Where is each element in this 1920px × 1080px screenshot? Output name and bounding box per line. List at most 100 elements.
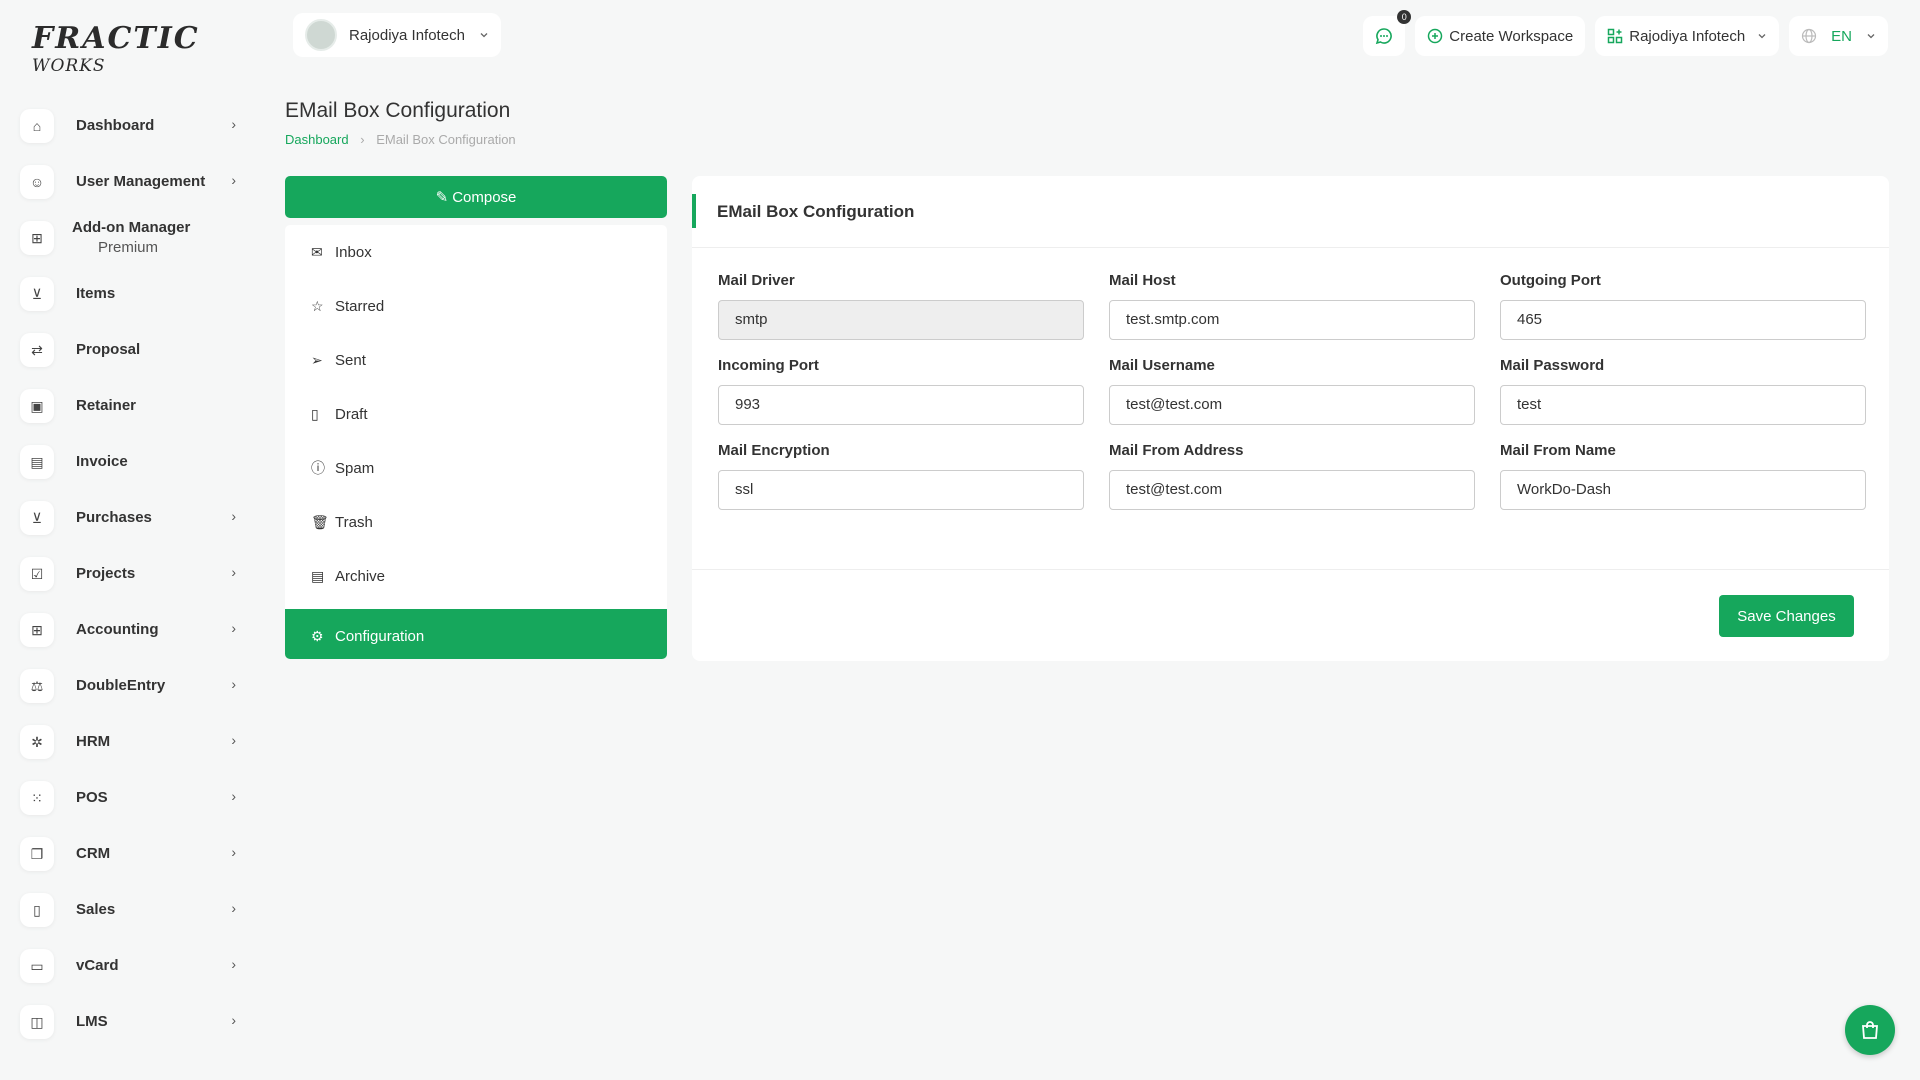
user-menu[interactable]: Rajodiya Infotech	[1595, 16, 1780, 56]
sidebar-item-sales[interactable]: ▯ Sales ›	[20, 882, 240, 938]
sidebar-item-hrm[interactable]: ✲ HRM ›	[20, 714, 240, 770]
folder-label: Inbox	[335, 243, 372, 261]
folder-starred[interactable]: ☆ Starred	[285, 279, 667, 333]
cart-icon: ⊻	[20, 277, 54, 311]
sidebar-item-invoice[interactable]: ▤ Invoice	[20, 434, 240, 490]
page-title: EMail Box Configuration	[285, 99, 511, 122]
folder-archive[interactable]: ▤ Archive	[285, 549, 667, 603]
sidebar-item-crm[interactable]: ❐ CRM ›	[20, 826, 240, 882]
folder-label: Trash	[335, 513, 373, 531]
breadcrumb: Dashboard › EMail Box Configuration	[285, 132, 516, 147]
mail-driver-input[interactable]: smtp	[718, 300, 1084, 340]
mail-from-address-input[interactable]: test@test.com	[1109, 470, 1475, 510]
sidebar-item-lms[interactable]: ◫ LMS ›	[20, 994, 240, 1050]
file-icon: ▯	[311, 405, 319, 422]
star-icon: ☆	[311, 297, 324, 314]
chevron-right-icon: ›	[231, 172, 236, 188]
folder-inbox[interactable]: ✉ Inbox	[285, 225, 667, 279]
sidebar-item-projects[interactable]: ☑ Projects ›	[20, 546, 240, 602]
mail-username-input[interactable]: test@test.com	[1109, 385, 1475, 425]
sidebar-item-label: Projects	[76, 565, 136, 582]
home-icon: ⌂	[20, 109, 54, 143]
mail-from-name-label: Mail From Name	[1500, 442, 1616, 459]
mail-encryption-group: Mail Encryption ssl	[718, 442, 1084, 510]
outgoing-port-group: Outgoing Port 465	[1500, 272, 1866, 340]
sidebar-item-vcard[interactable]: ▭ vCard ›	[20, 938, 240, 994]
mail-password-label: Mail Password	[1500, 357, 1605, 374]
config-card: EMail Box Configuration Mail Driver smtp M…	[692, 176, 1889, 661]
folder-spam[interactable]: ⓘ Spam	[285, 441, 667, 495]
chevron-right-icon: ›	[231, 956, 236, 972]
workspace-name: Rajodiya Infotech	[349, 26, 465, 44]
trash-icon: 🗑	[311, 513, 329, 530]
folder-label: Spam	[335, 459, 375, 477]
sidebar-item-dashboard[interactable]: ⌂ Dashboard ›	[20, 98, 240, 154]
incoming-port-label: Incoming Port	[718, 357, 819, 374]
mail-from-name-group: Mail From Name WorkDo-Dash	[1500, 442, 1866, 510]
chevron-down-icon	[1866, 31, 1876, 41]
breadcrumb-separator: ›	[360, 132, 365, 147]
breadcrumb-dashboard[interactable]: Dashboard	[285, 132, 349, 147]
language-selector[interactable]: EN	[1789, 16, 1888, 56]
crm-icon: ❐	[20, 837, 54, 871]
create-workspace-label: Create Workspace	[1449, 27, 1574, 45]
logo[interactable]: FRACTIC WORKS	[32, 22, 198, 78]
sidebar-item-label: POS	[76, 789, 108, 806]
save-changes-button[interactable]: Save Changes	[1719, 595, 1854, 637]
folder-trash[interactable]: 🗑 Trash	[285, 495, 667, 549]
sidebar-item-pos[interactable]: ⁙ POS ›	[20, 770, 240, 826]
chat-button[interactable]: 0	[1363, 10, 1412, 56]
sidebar-item-user-management[interactable]: ☺ User Management ›	[20, 154, 240, 210]
mail-host-input[interactable]: test.smtp.com	[1109, 300, 1475, 340]
outgoing-port-input[interactable]: 465	[1500, 300, 1866, 340]
sidebar-item-items[interactable]: ⊻ Items	[20, 266, 240, 322]
folder-label: Starred	[335, 297, 385, 315]
chevron-right-icon: ›	[231, 788, 236, 804]
mail-encryption-input[interactable]: ssl	[718, 470, 1084, 510]
folder-label: Sent	[335, 351, 366, 369]
sidebar-item-label: Purchases	[76, 509, 152, 526]
sidebar: ⌂ Dashboard › ☺ User Management › ⊞ Add-on Mana…	[20, 98, 240, 1050]
sidebar-item-text: Add-on Manager Premium	[72, 218, 190, 258]
chevron-right-icon: ›	[231, 508, 236, 524]
folder-configuration[interactable]: ⚙ Configuration	[285, 609, 667, 659]
dots-grid-icon: ⁙	[20, 781, 54, 815]
scale-icon: ⚖	[20, 669, 54, 703]
compose-button[interactable]: ✎ Compose	[285, 176, 667, 218]
card-title: EMail Box Configuration	[692, 176, 1889, 248]
retainer-icon: ▣	[20, 389, 54, 423]
sidebar-item-proposal[interactable]: ⇄ Proposal	[20, 322, 240, 378]
chevron-right-icon: ›	[231, 900, 236, 916]
breadcrumb-current: EMail Box Configuration	[376, 132, 516, 147]
mail-driver-group: Mail Driver smtp	[718, 272, 1084, 340]
avatar	[305, 19, 337, 51]
sidebar-item-label: Retainer	[76, 397, 137, 414]
incoming-port-input[interactable]: 993	[718, 385, 1084, 425]
create-workspace-button[interactable]: Create Workspace	[1415, 16, 1586, 56]
sidebar-item-purchases[interactable]: ⊻ Purchases ›	[20, 490, 240, 546]
cart-button[interactable]	[1845, 1005, 1895, 1055]
card-icon: ▭	[20, 949, 54, 983]
sidebar-item-label: DoubleEntry	[76, 677, 166, 694]
sidebar-item-retainer[interactable]: ▣ Retainer	[20, 378, 240, 434]
mail-folder-list: ✉ Inbox ☆ Starred ➢ Sent ▯ Draft ⓘ Spam 🗑 Trash ▤ Arc…	[285, 225, 667, 659]
sidebar-item-add-on-manager[interactable]: ⊞ Add-on Manager Premium	[20, 210, 240, 266]
grid-icon: ⊞	[20, 613, 54, 647]
folder-label: Archive	[335, 567, 386, 585]
sidebar-item-doubleentry[interactable]: ⚖ DoubleEntry ›	[20, 658, 240, 714]
folder-draft[interactable]: ▯ Draft	[285, 387, 667, 441]
chat-icon	[1375, 27, 1393, 45]
sidebar-item-label: CRM	[76, 845, 111, 862]
logo-line-2: WORKS	[32, 56, 106, 76]
mail-password-input[interactable]: test	[1500, 385, 1866, 425]
proposal-icon: ⇄	[20, 333, 54, 367]
workspace-selector[interactable]: Rajodiya Infotech	[293, 13, 501, 57]
mail-from-address-label: Mail From Address	[1109, 442, 1244, 459]
sidebar-item-accounting[interactable]: ⊞ Accounting ›	[20, 602, 240, 658]
chevron-right-icon: ›	[231, 1012, 236, 1028]
cart-icon: ⊻	[20, 501, 54, 535]
folder-sent[interactable]: ➢ Sent	[285, 333, 667, 387]
sidebar-item-label: LMS	[76, 1013, 108, 1030]
mail-from-name-input[interactable]: WorkDo-Dash	[1500, 470, 1866, 510]
sidebar-item-label: Invoice	[76, 453, 128, 470]
